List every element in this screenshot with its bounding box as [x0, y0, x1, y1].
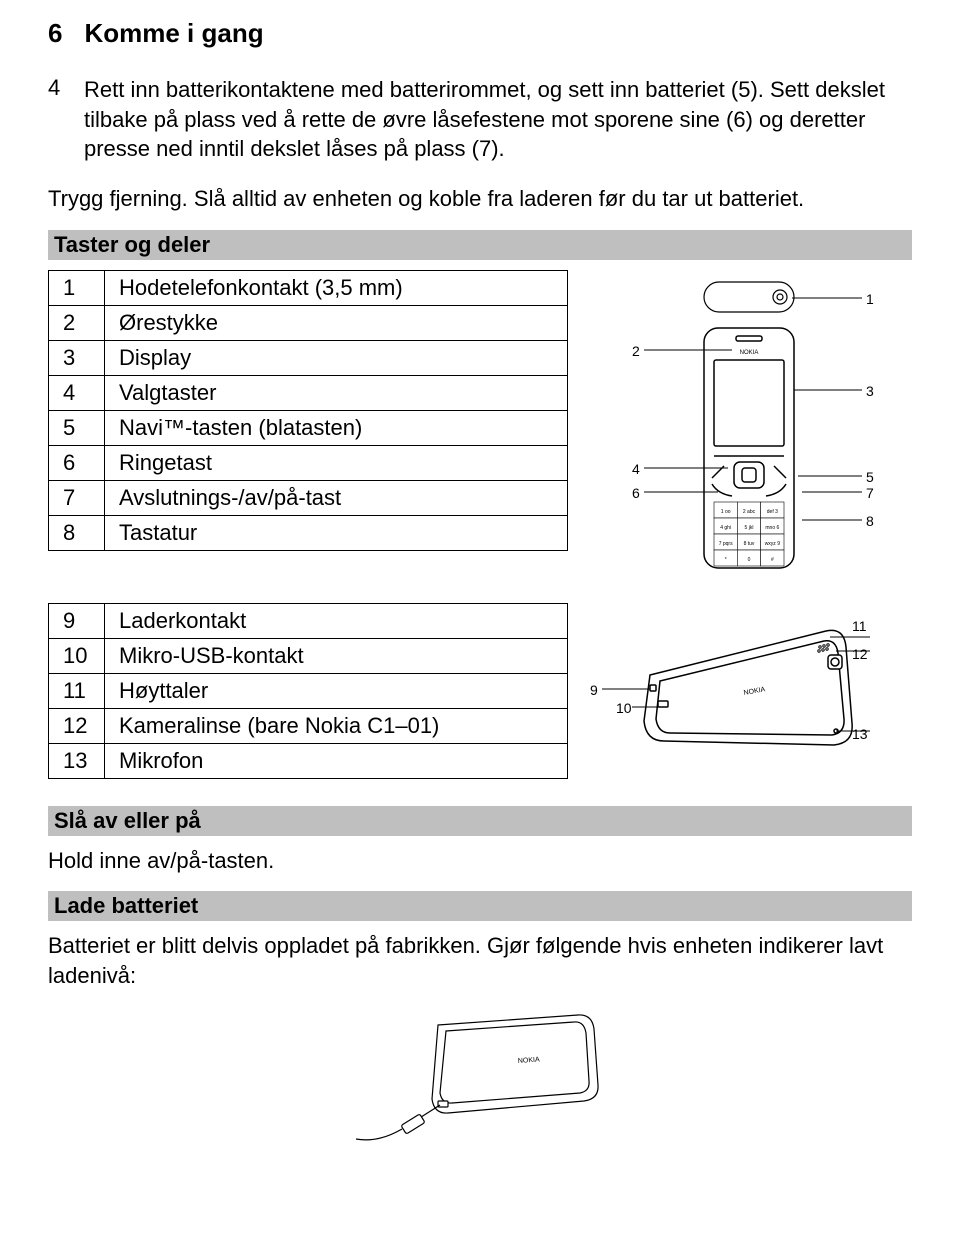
- table-row: 7Avslutnings-/av/på-tast: [49, 480, 568, 515]
- part-num: 5: [49, 410, 105, 445]
- part-num: 7: [49, 480, 105, 515]
- part-num: 11: [49, 673, 105, 708]
- part-label: Høyttaler: [105, 673, 568, 708]
- table-row: 5Navi™-tasten (blatasten): [49, 410, 568, 445]
- part-num: 1: [49, 270, 105, 305]
- svg-text:1: 1: [866, 291, 874, 307]
- chapter-title: Komme i gang: [84, 18, 263, 49]
- table-row: 9Laderkontakt: [49, 603, 568, 638]
- svg-text:wxyz 9: wxyz 9: [765, 541, 781, 547]
- part-label: Laderkontakt: [105, 603, 568, 638]
- part-label: Mikrofon: [105, 743, 568, 778]
- svg-text:13: 13: [852, 726, 868, 742]
- part-label: Kameralinse (bare Nokia C1–01): [105, 708, 568, 743]
- part-num: 9: [49, 603, 105, 638]
- svg-text:*: *: [725, 557, 727, 563]
- table-row: 8Tastatur: [49, 515, 568, 550]
- svg-text:8: 8: [866, 513, 874, 529]
- svg-text:10: 10: [616, 700, 632, 716]
- svg-text:4: 4: [632, 461, 640, 477]
- part-num: 3: [49, 340, 105, 375]
- svg-text:7 pqrs: 7 pqrs: [719, 541, 733, 547]
- svg-text:11: 11: [852, 618, 867, 634]
- svg-text:7: 7: [866, 485, 874, 501]
- svg-text:2: 2: [632, 343, 640, 359]
- svg-text:6: 6: [632, 485, 640, 501]
- charge-text: Batteriet er blitt delvis oppladet på fa…: [48, 931, 912, 990]
- part-label: Navi™-tasten (blatasten): [105, 410, 568, 445]
- table-row: 4Valgtaster: [49, 375, 568, 410]
- table-row: 11Høyttaler: [49, 673, 568, 708]
- svg-text:def 3: def 3: [767, 509, 778, 515]
- part-label: Hodetelefonkontakt (3,5 mm): [105, 270, 568, 305]
- section-power-title: Slå av eller på: [48, 806, 912, 836]
- safety-paragraph: Trygg fjerning. Slå alltid av enheten og…: [48, 184, 912, 214]
- section-charge-title: Lade batteriet: [48, 891, 912, 921]
- page-number: 6: [48, 18, 62, 49]
- part-num: 6: [49, 445, 105, 480]
- part-label: Ørestykke: [105, 305, 568, 340]
- svg-text:8 tuv: 8 tuv: [744, 541, 755, 547]
- phone-back-diagram: NOKIA 910111213: [584, 603, 884, 788]
- svg-text:9: 9: [590, 682, 598, 698]
- step-number: 4: [48, 75, 62, 164]
- svg-text:2 abc: 2 abc: [743, 509, 756, 515]
- svg-text:3: 3: [866, 383, 874, 399]
- parts-table-a: 1Hodetelefonkontakt (3,5 mm) 2Ørestykke …: [48, 270, 568, 551]
- svg-text:0: 0: [748, 557, 751, 563]
- parts-table-b: 9Laderkontakt 10Mikro-USB-kontakt 11Høyt…: [48, 603, 568, 779]
- part-label: Valgtaster: [105, 375, 568, 410]
- part-num: 10: [49, 638, 105, 673]
- table-row: 10Mikro-USB-kontakt: [49, 638, 568, 673]
- part-num: 4: [49, 375, 105, 410]
- section-parts-title: Taster og deler: [48, 230, 912, 260]
- power-text: Hold inne av/på-tasten.: [48, 846, 912, 876]
- svg-text:12: 12: [852, 646, 868, 662]
- table-row: 1Hodetelefonkontakt (3,5 mm): [49, 270, 568, 305]
- part-num: 2: [49, 305, 105, 340]
- part-label: Mikro-USB-kontakt: [105, 638, 568, 673]
- part-label: Ringetast: [105, 445, 568, 480]
- phone-charging-diagram: NOKIA: [348, 1007, 912, 1152]
- table-row: 3Display: [49, 340, 568, 375]
- svg-text:NOKIA: NOKIA: [740, 350, 759, 356]
- part-num: 8: [49, 515, 105, 550]
- svg-text:mno 6: mno 6: [765, 525, 779, 531]
- svg-text:4 ghi: 4 ghi: [720, 525, 731, 531]
- part-label: Tastatur: [105, 515, 568, 550]
- page-header: 6 Komme i gang: [48, 18, 912, 49]
- part-label: Display: [105, 340, 568, 375]
- numbered-step: 4 Rett inn batterikontaktene med batteri…: [48, 75, 912, 164]
- svg-text:#: #: [771, 557, 774, 563]
- table-row: 13Mikrofon: [49, 743, 568, 778]
- table-row: 6Ringetast: [49, 445, 568, 480]
- svg-text:5: 5: [866, 469, 874, 485]
- table-row: 2Ørestykke: [49, 305, 568, 340]
- part-label: Avslutnings-/av/på-tast: [105, 480, 568, 515]
- step-text: Rett inn batterikontaktene med batteriro…: [84, 75, 912, 164]
- table-row: 12Kameralinse (bare Nokia C1–01): [49, 708, 568, 743]
- part-num: 12: [49, 708, 105, 743]
- svg-text:1 oo: 1 oo: [721, 509, 731, 515]
- phone-front-diagram: NOKIA 1 oo 2 abc def 3 4 ghi 5 jkl mno 6 7: [584, 270, 884, 585]
- svg-text:5 jkl: 5 jkl: [745, 525, 754, 531]
- part-num: 13: [49, 743, 105, 778]
